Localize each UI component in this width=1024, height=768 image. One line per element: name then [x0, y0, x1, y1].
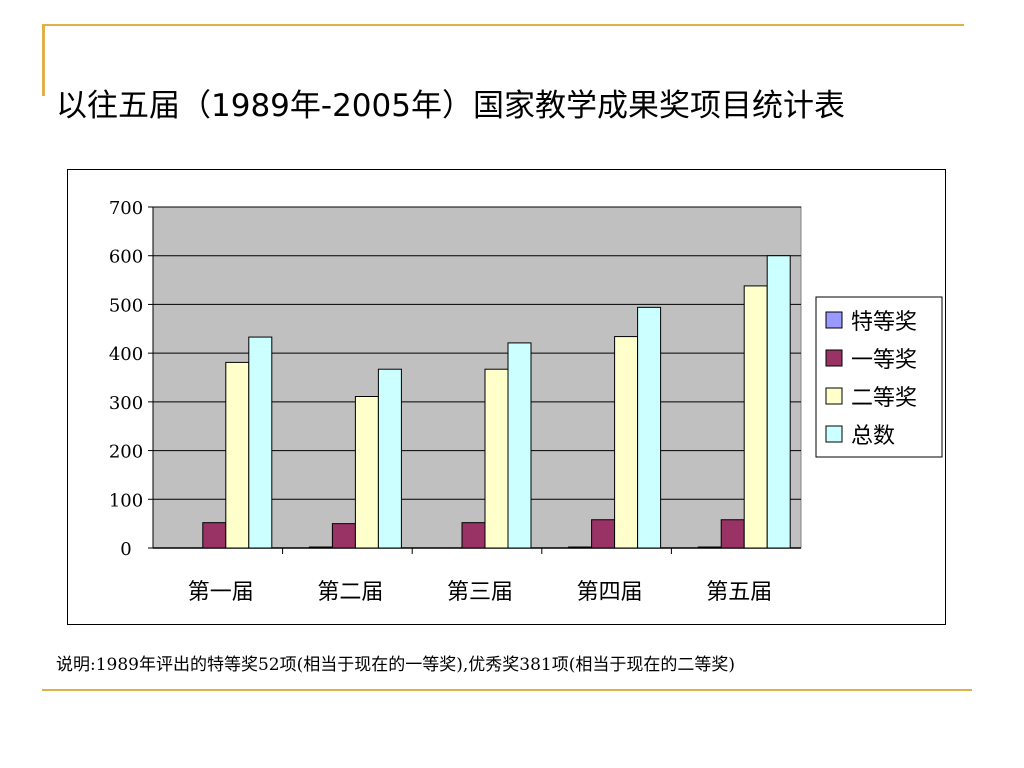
x-tick-label: 第三届	[447, 580, 513, 605]
bar	[377, 368, 402, 549]
y-tick-label: 0	[120, 539, 131, 560]
bar	[614, 336, 639, 549]
chart-frame: 0 100 200 300 400 500 600 700 第一届 第二届 第三届 第四届 第五届 特等奖…	[67, 169, 946, 625]
bar	[248, 336, 273, 549]
bar	[308, 546, 333, 549]
y-tick-label: 700	[109, 198, 143, 219]
bar	[591, 519, 616, 549]
legend-label: 二等奖	[851, 386, 917, 411]
x-tick-label: 第五届	[706, 580, 772, 605]
bar	[568, 546, 593, 549]
bar	[697, 546, 722, 549]
legend-swatch	[825, 311, 843, 329]
bar	[743, 285, 768, 549]
y-tick-label: 400	[109, 344, 143, 365]
x-tick-label: 第四届	[577, 580, 643, 605]
bar-chart: 0 100 200 300 400 500 600 700 第一届 第二届 第三届 第四届 第五届 特等奖…	[109, 198, 943, 605]
footnote: 说明:1989年评出的特等奖52项(相当于现在的一等奖),优秀奖381项(相当于…	[56, 655, 736, 675]
x-tick-label: 第一届	[188, 580, 254, 605]
bar	[354, 395, 379, 549]
y-tick-label: 500	[109, 295, 143, 316]
bar	[637, 306, 662, 549]
x-tick-label: 第二届	[317, 580, 383, 605]
left-rule	[42, 24, 45, 96]
top-rule	[42, 24, 964, 26]
slide-title: 以往五届（1989年-2005年）国家教学成果奖项目统计表	[56, 88, 845, 124]
bar	[766, 255, 791, 549]
bar	[225, 361, 250, 549]
bar	[720, 519, 745, 549]
y-tick-label: 300	[109, 393, 143, 414]
y-tick-label: 100	[109, 490, 143, 511]
legend-label: 一等奖	[851, 348, 917, 373]
legend-swatch	[825, 349, 843, 367]
bar	[331, 523, 356, 549]
bar	[461, 522, 486, 549]
legend-swatch	[825, 387, 843, 405]
y-tick-label: 600	[109, 247, 143, 268]
legend-label: 特等奖	[851, 310, 917, 335]
bar	[484, 368, 509, 549]
bar	[507, 342, 532, 549]
y-tick-label: 200	[109, 442, 143, 463]
bottom-rule	[42, 689, 972, 691]
bar	[202, 522, 227, 549]
legend-label: 总数	[851, 424, 895, 449]
legend-swatch	[825, 425, 843, 443]
